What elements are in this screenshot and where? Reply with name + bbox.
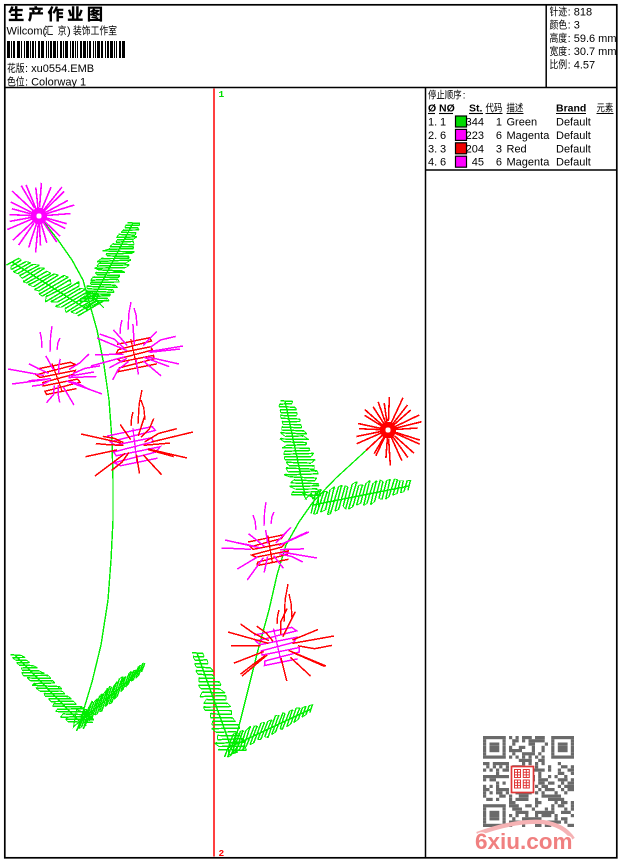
svg-text:3: 3 <box>440 143 446 155</box>
svg-text:Default: Default <box>556 130 591 142</box>
svg-text:St.: St. <box>469 103 483 115</box>
svg-text:Default: Default <box>556 157 591 169</box>
svg-text:6xiu.com: 6xiu.com <box>475 829 573 854</box>
svg-text:344: 344 <box>466 117 484 129</box>
svg-text::: : <box>463 90 466 102</box>
svg-text:6: 6 <box>496 130 502 142</box>
svg-text:204: 204 <box>466 143 484 155</box>
svg-text:6: 6 <box>496 157 502 169</box>
svg-text:6: 6 <box>440 157 446 169</box>
svg-text:3: 3 <box>496 143 502 155</box>
svg-text:Magenta: Magenta <box>507 130 551 142</box>
svg-text:NØ: NØ <box>439 103 455 115</box>
svg-text:1.: 1. <box>428 117 437 129</box>
svg-text:: Colorway 1: : Colorway 1 <box>25 77 86 89</box>
svg-text:45: 45 <box>472 157 484 169</box>
svg-text:: 30.7 mm: : 30.7 mm <box>568 46 617 58</box>
svg-text:6: 6 <box>440 130 446 142</box>
svg-text:Magenta: Magenta <box>507 157 551 169</box>
svg-text:2: 2 <box>219 848 225 859</box>
svg-text:2.: 2. <box>428 130 437 142</box>
svg-text:: 59.6 mm: : 59.6 mm <box>568 33 617 45</box>
svg-text:4.: 4. <box>428 157 437 169</box>
svg-text:3.: 3. <box>428 143 437 155</box>
svg-text:1: 1 <box>219 89 225 100</box>
svg-text:1: 1 <box>440 117 446 129</box>
svg-text:Ø: Ø <box>428 103 436 115</box>
svg-text:Default: Default <box>556 143 591 155</box>
svg-text:Default: Default <box>556 117 591 129</box>
svg-text:: 818: : 818 <box>568 7 592 19</box>
svg-text:Red: Red <box>507 143 527 155</box>
svg-text:: 3: : 3 <box>568 20 580 32</box>
svg-text:223: 223 <box>466 130 484 142</box>
svg-text:: 4.57: : 4.57 <box>568 59 596 71</box>
svg-text:1: 1 <box>496 117 502 129</box>
svg-text:): ) <box>67 26 71 38</box>
svg-text:Brand: Brand <box>556 103 586 115</box>
svg-text:Green: Green <box>507 117 538 129</box>
svg-text:: xu0554.EMB: : xu0554.EMB <box>25 63 94 75</box>
svg-text:Wilcom(: Wilcom( <box>7 26 47 38</box>
